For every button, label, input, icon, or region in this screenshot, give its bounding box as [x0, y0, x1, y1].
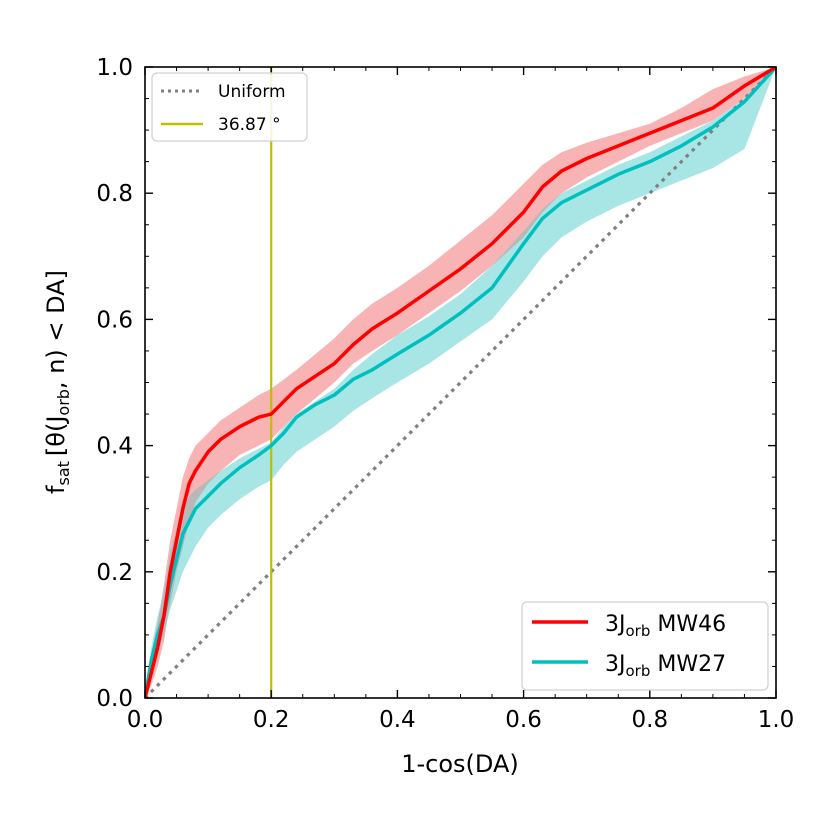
legend-mw46-main: 3J	[605, 612, 626, 637]
axis-ticks: 0.0 0.2 0.4 0.6 0.8 1.0 0.0 0.2 0.4 0.6 0.8 1.0	[96, 55, 794, 733]
y-label-prefix-sub: sat	[54, 461, 73, 485]
legend-mw27-tail: MW27	[650, 652, 726, 677]
y-label-body-a: [θ(J	[42, 416, 70, 457]
band-mw27	[145, 67, 776, 698]
x-tick-label: 0.2	[253, 707, 290, 733]
y-label-body-sub: orb	[54, 389, 73, 416]
y-label-body-b: , n) < DA]	[42, 270, 70, 389]
series-lines	[145, 67, 776, 698]
legend-mw46-sub: orb	[626, 622, 651, 640]
x-tick-label: 0.4	[379, 707, 416, 733]
y-tick-label: 0.4	[96, 434, 133, 460]
svg-text:fsat[θ(Jorb, n) < DA]: fsat [θ(Jorb, n) < DA]	[42, 270, 73, 494]
legend-mw46-tail: MW46	[650, 612, 726, 637]
line-mw46	[145, 67, 776, 698]
legend-top-left: Uniform 36.87 °	[151, 72, 308, 142]
y-label-prefix: f	[42, 485, 70, 494]
x-axis-label: 1-cos(DA)	[401, 750, 519, 778]
x-tick-label: 0.8	[632, 707, 669, 733]
y-tick-label: 0.2	[96, 560, 133, 586]
legend-mw27-label: 3Jorb MW27	[605, 652, 726, 680]
legend-bottom-right: 3Jorb MW46 3Jorb MW27	[521, 601, 769, 691]
plot-area	[145, 67, 776, 698]
x-tick-label: 1.0	[758, 707, 795, 733]
y-tick-label: 0.8	[96, 181, 133, 207]
legend-uniform-label: Uniform	[218, 82, 286, 102]
legend-bottom-right-box	[521, 601, 769, 691]
legend-mw27-sub: orb	[626, 662, 651, 680]
y-tick-label: 0.6	[96, 307, 133, 333]
line-mw27	[145, 67, 776, 698]
confidence-bands	[145, 67, 776, 698]
y-axis-label: fsat [θ(Jorb, n) < DA]	[42, 270, 73, 494]
y-tick-label: 0.0	[96, 686, 133, 712]
legend-mw46-label: 3Jorb MW46	[605, 612, 726, 640]
x-tick-label: 0.0	[127, 707, 164, 733]
legend-angle-label: 36.87 °	[218, 115, 281, 135]
y-tick-label: 1.0	[96, 55, 133, 81]
legend-mw27-main: 3J	[605, 652, 626, 677]
x-tick-label: 0.6	[505, 707, 542, 733]
